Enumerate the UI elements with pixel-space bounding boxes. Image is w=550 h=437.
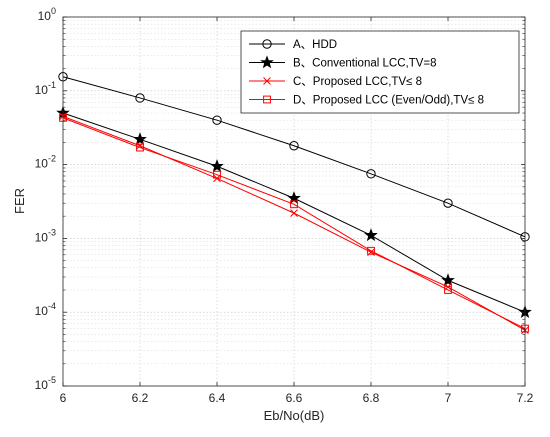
legend-marker — [263, 77, 271, 85]
series-1 — [58, 72, 530, 242]
legend-marker — [260, 55, 274, 69]
y-tick-base: 10 — [38, 9, 52, 23]
data-point — [135, 93, 145, 103]
legend-item: C、Proposed LCC,TV≤ 8 — [249, 76, 422, 88]
x-tick-label: 6.8 — [363, 391, 380, 405]
data-point — [366, 169, 376, 179]
y-tick-label: 10-1 — [35, 80, 56, 97]
series-layer — [56, 72, 532, 335]
y-tick-exponent: -5 — [48, 375, 56, 385]
data-point — [364, 228, 378, 242]
x-marker-stroke — [263, 77, 271, 85]
y-tick-base: 10 — [35, 304, 49, 318]
data-point — [290, 200, 298, 209]
data-point — [444, 286, 452, 294]
legend-marker — [262, 39, 272, 49]
series-line — [62, 76, 526, 238]
y-tick-label: 10-2 — [35, 154, 56, 171]
x-axis-title: Eb/No(dB) — [264, 408, 325, 423]
y-tick-exponent: -3 — [48, 227, 56, 237]
x-marker-stroke — [136, 141, 144, 150]
y-tick-exponent: -4 — [48, 301, 56, 311]
legend-label: C、Proposed LCC,TV≤ 8 — [293, 76, 422, 88]
x-tick-label: 7.2 — [517, 391, 534, 405]
data-point — [290, 209, 298, 217]
data-point — [212, 115, 222, 125]
x-tick-label: 6.6 — [286, 391, 303, 405]
y-tick-base: 10 — [35, 157, 49, 171]
data-point — [133, 132, 147, 146]
data-point — [441, 273, 455, 287]
x-tick-label: 7 — [445, 391, 452, 405]
x-tick-label: 6 — [60, 391, 67, 405]
y-tick-label: 10-5 — [35, 375, 56, 392]
y-tick-base: 10 — [35, 230, 49, 244]
legend-label: D、Proposed LCC (Even/Odd),TV≤ 8 — [293, 95, 484, 107]
y-tick-label: 10-3 — [35, 227, 56, 244]
legend-label: B、Conventional LCC,TV=8 — [293, 58, 437, 70]
data-point — [136, 143, 144, 152]
y-tick-base: 10 — [35, 378, 49, 392]
legend: A、HDD B、Conventional LCC,TV=8 C、Proposed L… — [240, 30, 520, 114]
data-point — [367, 246, 375, 255]
data-point — [213, 170, 221, 179]
data-point — [210, 159, 224, 173]
legend-label: A、HDD — [293, 39, 337, 51]
y-tick-base: 10 — [35, 83, 49, 97]
legend-item: A、HDD — [249, 39, 337, 51]
y-tick-exponent: 0 — [51, 6, 56, 16]
legend-item: B、Conventional LCC,TV=8 — [249, 55, 437, 70]
series-line — [62, 117, 526, 330]
y-tick-exponent: -1 — [48, 80, 56, 90]
legend-item: D、Proposed LCC (Even/Odd),TV≤ 8 — [249, 95, 484, 107]
y-tick-exponent: -2 — [48, 154, 56, 164]
y-axis-title: FER — [12, 188, 27, 214]
data-point — [289, 141, 299, 151]
y-tick-label: 10-4 — [35, 301, 56, 318]
legend-box — [240, 30, 520, 114]
y-tick-label: 100 — [38, 6, 56, 23]
x-tick-label: 6.2 — [132, 391, 149, 405]
legend-marker — [263, 95, 271, 104]
x-marker-stroke — [290, 209, 298, 217]
x-tick-label: 6.4 — [209, 391, 226, 405]
data-point — [443, 198, 453, 208]
